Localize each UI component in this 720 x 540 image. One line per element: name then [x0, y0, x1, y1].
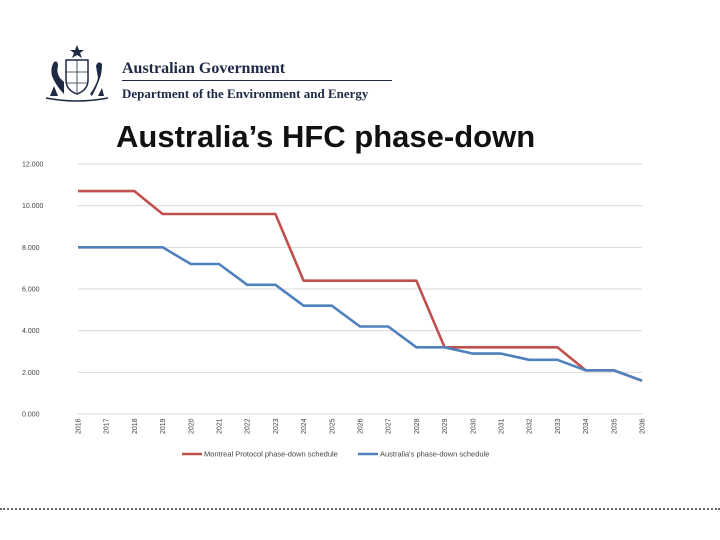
government-name: Australian Government [122, 60, 286, 77]
department-name: Department of the Environment and Energy [122, 86, 369, 101]
series-line-0 [78, 189, 643, 382]
x-tick-label: 2031 [499, 418, 506, 434]
legend-label-1: Australia's phase-down schedule [380, 450, 489, 459]
x-tick-label: 2019 [160, 418, 167, 434]
logo-divider [122, 80, 392, 81]
y-tick-label: 2.000 [22, 370, 40, 377]
x-tick-label: 2026 [358, 418, 365, 434]
x-tick-label: 2028 [414, 418, 421, 434]
x-tick-label: 2034 [583, 418, 590, 434]
x-tick-label: 2018 [132, 418, 139, 434]
legend-label-0: Montreal Protocol phase-down schedule [204, 450, 338, 459]
x-tick-label: 2030 [470, 418, 477, 434]
footer-divider [0, 508, 720, 510]
x-tick-label: 2020 [188, 418, 195, 434]
page-title: Australia’s HFC phase-down [116, 119, 536, 154]
x-tick-label: 2027 [386, 418, 393, 434]
y-tick-label: 10.000 [22, 203, 44, 210]
x-tick-label: 2025 [329, 418, 336, 434]
x-tick-label: 2032 [527, 418, 534, 434]
x-tick-label: 2022 [245, 418, 252, 434]
y-tick-label: 6.000 [22, 287, 40, 294]
x-tick-label: 2033 [555, 418, 562, 434]
x-tick-label: 2024 [301, 418, 308, 434]
coat-of-arms-icon [45, 45, 109, 102]
y-tick-label: 4.000 [22, 328, 40, 335]
hfc-chart: 0.000 2.000 4.000 6.000 8.000 10.000 12.000 201… [22, 162, 647, 459]
y-tick-label: 12.000 [22, 162, 44, 169]
x-tick-label: 2016 [76, 418, 83, 434]
x-tick-label: 2017 [104, 418, 111, 434]
y-tick-label: 0.000 [22, 412, 40, 419]
x-tick-label: 2036 [640, 418, 647, 434]
x-tick-label: 2029 [442, 418, 449, 434]
x-tick-label: 2035 [611, 418, 618, 434]
x-tick-label: 2021 [217, 418, 224, 434]
government-logo: Australian Government Department of the … [40, 42, 392, 110]
x-tick-label: 2023 [273, 418, 280, 434]
y-tick-label: 8.000 [22, 245, 40, 252]
series-line-1 [78, 246, 643, 382]
